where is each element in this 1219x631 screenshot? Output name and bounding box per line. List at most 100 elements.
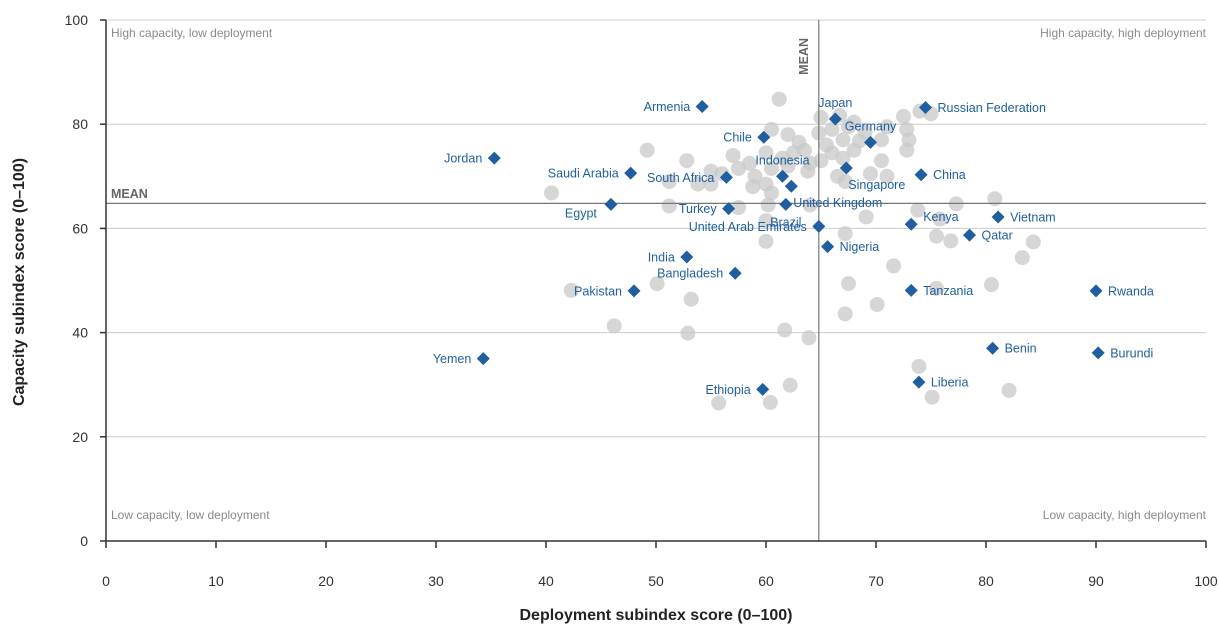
x-tick-label: 40 (538, 573, 554, 589)
country-label: Kenya (923, 210, 958, 224)
country-point (874, 132, 889, 148)
highlighted-point (695, 99, 709, 113)
country-label: Egypt (565, 206, 597, 220)
highlighted-point (719, 170, 733, 184)
y-axis-title: Capacity subindex score (0–100) (11, 158, 28, 406)
highlighted-point (756, 382, 770, 396)
country-label: Saudi Arabia (548, 167, 619, 181)
country-point (777, 322, 793, 338)
country-label: Indonesia (755, 153, 809, 167)
country-point (841, 119, 856, 135)
country-label: Turkey (679, 202, 717, 216)
country-point (835, 150, 851, 166)
country-label: Vietnam (1010, 210, 1056, 224)
y-tick-label: 60 (72, 220, 88, 236)
country-label: China (933, 168, 966, 182)
country-label: Rwanda (1108, 284, 1154, 298)
quadrant-label-top-left: High capacity, low deployment (111, 26, 273, 40)
country-point (858, 209, 874, 225)
country-point (846, 142, 862, 158)
highlighted-point (904, 217, 918, 231)
country-label: Armenia (644, 100, 691, 114)
highlighted-point (904, 283, 918, 297)
highlighted-point (839, 161, 853, 175)
country-point (911, 358, 927, 374)
highlighted-point (963, 228, 976, 242)
highlighted-point (864, 135, 877, 149)
country-label: Chile (723, 131, 752, 145)
country-point (745, 179, 761, 195)
country-point (758, 233, 774, 249)
country-point (703, 176, 719, 192)
country-point (879, 119, 895, 135)
country-point (800, 163, 816, 179)
country-label: Burundi (1110, 346, 1153, 360)
x-axis-title: Deployment subindex score (0–100) (520, 607, 793, 624)
highlighted-point (1089, 284, 1103, 298)
country-point (683, 291, 699, 307)
country-point (771, 91, 787, 107)
country-label: Russian Federation (938, 101, 1046, 115)
country-point (899, 142, 915, 158)
highlighted-point (776, 169, 789, 183)
country-point (837, 306, 853, 322)
country-point (824, 121, 840, 137)
x-tick-label: 80 (978, 573, 994, 589)
axes: 0 10 20 30 40 50 60 70 80 90 100 0 20 40 60 80 100 (65, 12, 1218, 589)
country-label: Germany (845, 119, 897, 133)
country-point (813, 153, 829, 169)
highlighted-point (627, 284, 641, 298)
country-label: United Arab Emirates (689, 220, 807, 234)
mean-label-vertical: MEAN (797, 38, 811, 75)
country-label: United Kingdom (793, 196, 882, 210)
country-label: Qatar (982, 229, 1013, 243)
country-point (910, 202, 926, 218)
quadrant-labels: High capacity, low deployment High capac… (111, 26, 1207, 522)
x-tick-label: 30 (428, 573, 444, 589)
country-point (764, 160, 779, 176)
country-point (1001, 382, 1017, 398)
quadrant-label-bottom-right: Low capacity, high deployment (1043, 508, 1207, 522)
country-point (869, 296, 885, 312)
y-tick-label: 20 (72, 429, 88, 445)
country-point (764, 185, 779, 201)
highlighted-point (779, 197, 793, 211)
country-label: Pakistan (574, 284, 622, 298)
x-tick-label: 60 (758, 573, 774, 589)
country-point (929, 280, 944, 296)
country-label: Bangladesh (657, 267, 723, 281)
country-label: India (648, 251, 675, 265)
country-point (764, 121, 779, 137)
country-point (879, 168, 895, 184)
country-point (690, 176, 706, 192)
country-label: Ethiopia (706, 383, 751, 397)
y-tick-label: 0 (80, 533, 88, 549)
country-point (639, 142, 655, 158)
country-point (813, 109, 829, 125)
country-point (544, 185, 559, 201)
country-point (943, 233, 959, 249)
country-point (758, 145, 774, 161)
country-point (802, 197, 818, 213)
quadrant-label-bottom-left: Low capacity, low deployment (111, 508, 270, 522)
highlighted-point (784, 179, 798, 193)
x-tick-label: 10 (208, 573, 224, 589)
country-point (797, 142, 812, 158)
highlighted-point (919, 101, 932, 115)
country-point (835, 132, 851, 148)
country-label: Singapore (848, 178, 905, 192)
country-point (932, 211, 948, 227)
highlighted-point (624, 166, 638, 180)
country-point (863, 166, 878, 182)
country-point (711, 395, 727, 411)
y-tick-label: 80 (72, 116, 88, 132)
gridlines (106, 19, 1206, 438)
y-tick-label: 100 (65, 12, 89, 28)
x-tick-label: 20 (318, 573, 334, 589)
highlighted-point (821, 240, 835, 254)
country-point (874, 153, 889, 169)
country-point (760, 197, 776, 213)
country-point (782, 377, 798, 393)
highlighted-point (680, 250, 694, 264)
